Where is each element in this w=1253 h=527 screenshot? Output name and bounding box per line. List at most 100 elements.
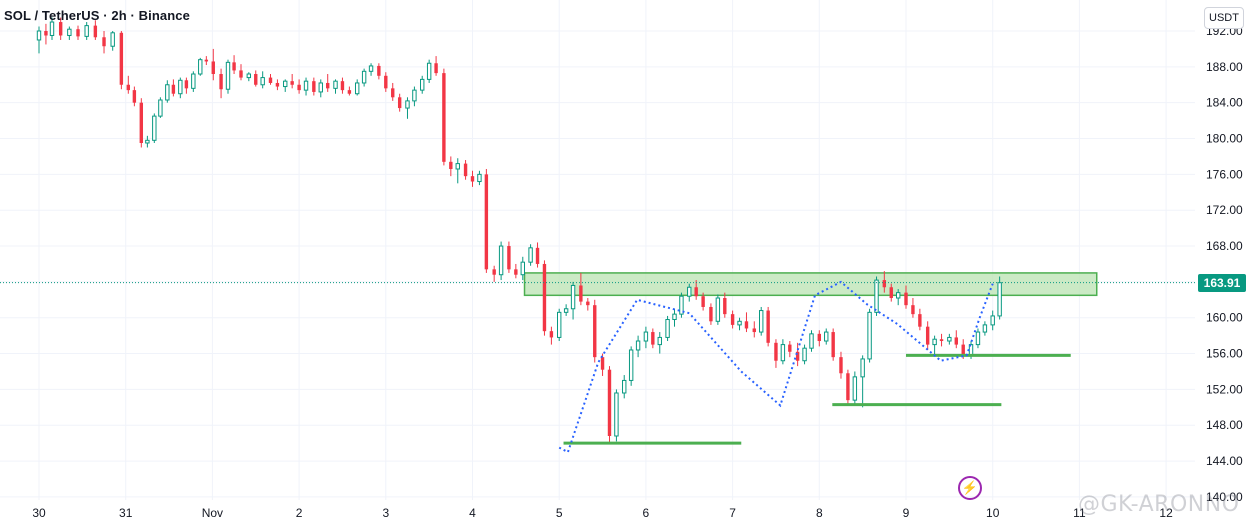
candle bbox=[563, 304, 569, 316]
candle bbox=[701, 292, 705, 311]
x-tick-label: 8 bbox=[816, 506, 823, 520]
y-tick-label: 168.00 bbox=[1206, 239, 1243, 253]
candle bbox=[312, 77, 316, 96]
candle bbox=[723, 292, 727, 318]
candle bbox=[744, 312, 749, 333]
candle bbox=[579, 272, 583, 306]
candle-body bbox=[391, 88, 395, 98]
y-tick-label: 140.00 bbox=[1206, 490, 1243, 504]
candle bbox=[709, 303, 713, 325]
candle-body bbox=[507, 246, 511, 270]
x-tick-label: 6 bbox=[643, 506, 650, 520]
candle bbox=[932, 335, 937, 356]
x-tick-label: 30 bbox=[32, 506, 46, 520]
candle-body bbox=[484, 174, 489, 270]
candle-body bbox=[340, 81, 345, 91]
candle bbox=[303, 77, 309, 96]
candle-body bbox=[275, 82, 280, 87]
candle-body bbox=[824, 331, 829, 342]
candle-body bbox=[152, 115, 157, 141]
candle-body bbox=[397, 97, 402, 109]
candle-body bbox=[84, 25, 89, 37]
candle bbox=[198, 57, 203, 76]
candle bbox=[895, 289, 901, 306]
candle-body bbox=[470, 176, 475, 182]
candle bbox=[657, 332, 662, 354]
candle bbox=[549, 326, 554, 345]
candle bbox=[730, 310, 735, 329]
candle bbox=[110, 31, 115, 51]
candle bbox=[694, 280, 698, 300]
candle-body bbox=[622, 379, 627, 394]
candle bbox=[852, 371, 858, 406]
y-tick-label: 188.00 bbox=[1206, 60, 1243, 74]
candle-body bbox=[368, 65, 374, 72]
candle-body bbox=[947, 336, 952, 342]
candle bbox=[268, 74, 273, 85]
candle bbox=[405, 97, 410, 119]
candle-body bbox=[283, 80, 288, 88]
candle-body bbox=[657, 336, 662, 346]
candle bbox=[165, 80, 170, 103]
candle bbox=[67, 26, 72, 40]
candle-body bbox=[184, 80, 189, 89]
candle bbox=[449, 156, 453, 177]
candle-body bbox=[535, 247, 540, 264]
price-axis[interactable]: 192.00188.00184.00180.00176.00172.00168.… bbox=[1206, 24, 1243, 504]
candle-body bbox=[514, 269, 518, 275]
candle bbox=[570, 281, 576, 320]
candle bbox=[954, 330, 958, 349]
candle bbox=[76, 25, 80, 40]
candle-body bbox=[687, 286, 692, 297]
lightning-icon[interactable]: ⚡ bbox=[958, 476, 982, 500]
candle bbox=[484, 168, 489, 273]
candle-body bbox=[860, 358, 865, 378]
candle-body bbox=[839, 357, 843, 374]
candle-body bbox=[455, 163, 460, 170]
candle-body bbox=[874, 279, 879, 313]
candle-body bbox=[557, 311, 562, 338]
drawing-overlays bbox=[0, 280, 1195, 454]
candle bbox=[219, 68, 223, 99]
candle-body bbox=[426, 62, 432, 80]
candle bbox=[889, 283, 893, 302]
candle-body bbox=[918, 314, 922, 327]
candle bbox=[246, 72, 252, 82]
y-tick-label: 176.00 bbox=[1206, 167, 1243, 181]
candle-body bbox=[119, 32, 124, 85]
candle-body bbox=[290, 81, 294, 85]
candle-body bbox=[607, 369, 612, 436]
candle-body bbox=[774, 342, 778, 361]
candle bbox=[184, 77, 189, 94]
candle bbox=[139, 98, 144, 148]
candle bbox=[737, 317, 742, 331]
y-tick-label: 184.00 bbox=[1206, 96, 1243, 110]
candle-body bbox=[932, 338, 937, 346]
candle bbox=[354, 79, 360, 96]
candle-body bbox=[614, 392, 619, 437]
time-axis[interactable]: 30 31 Nov 2 3 4 5 6 7 8 9 10 11 12 bbox=[32, 506, 1173, 520]
y-tick-label: 156.00 bbox=[1206, 347, 1243, 361]
currency-button[interactable]: USDT bbox=[1204, 7, 1244, 29]
candle bbox=[651, 328, 655, 349]
candle-body bbox=[254, 74, 258, 85]
candle bbox=[809, 330, 814, 352]
candle-body bbox=[211, 61, 215, 75]
y-tick-label: 152.00 bbox=[1206, 382, 1243, 396]
candle bbox=[622, 375, 627, 399]
candle-body bbox=[110, 32, 115, 47]
resistance-zone-layer bbox=[523, 272, 1098, 297]
candle bbox=[333, 79, 338, 94]
candle-body bbox=[795, 351, 800, 361]
y-tick-label: 172.00 bbox=[1206, 203, 1243, 217]
candle-body bbox=[628, 349, 634, 381]
candle-body bbox=[817, 333, 821, 342]
candle-body bbox=[198, 59, 203, 75]
candle-body bbox=[384, 75, 388, 89]
candle bbox=[824, 328, 829, 345]
candle bbox=[759, 306, 764, 336]
x-tick-label: 4 bbox=[469, 506, 476, 520]
candle-body bbox=[318, 82, 323, 93]
candle-body bbox=[643, 331, 649, 342]
